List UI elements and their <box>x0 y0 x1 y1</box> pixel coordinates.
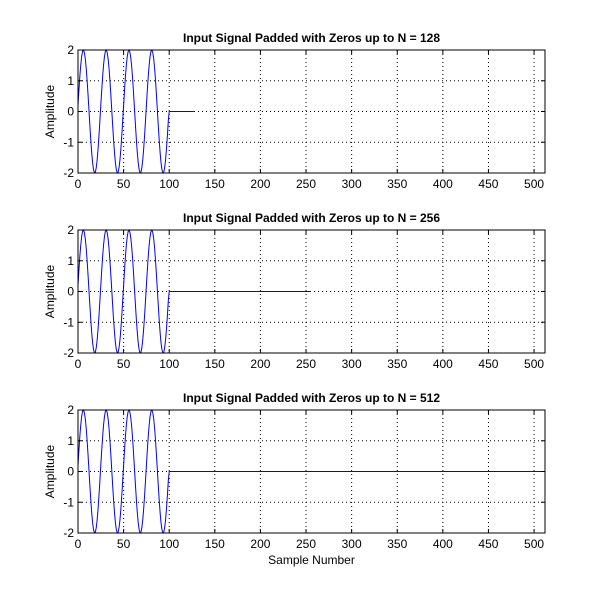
subplot-title: Input Signal Padded with Zeros up to N =… <box>183 391 440 405</box>
x-tick-label: 400 <box>433 537 453 551</box>
y-tick-label: -2 <box>63 166 74 180</box>
y-tick-label: 1 <box>67 434 74 448</box>
x-tick-label: 300 <box>342 177 362 191</box>
y-tick-label: 2 <box>67 403 74 417</box>
x-tick-label: 150 <box>205 357 225 371</box>
y-tick-label: 0 <box>67 465 74 479</box>
x-tick-label: 500 <box>524 537 544 551</box>
x-tick-label: 200 <box>250 537 270 551</box>
subplot-2: 0 50 100 150 200 250 300 350 400 450 500 -2 -1 0 1 2 Inp… <box>43 211 546 371</box>
x-tick-label: 100 <box>159 177 179 191</box>
y-tick-label: -1 <box>63 135 74 149</box>
x-tick-label: 250 <box>296 357 316 371</box>
x-tick-label: 0 <box>75 537 82 551</box>
x-tick-label: 450 <box>478 177 498 191</box>
y-tick-label: 0 <box>67 105 74 119</box>
x-tick-label: 400 <box>433 177 453 191</box>
x-tick-label: 250 <box>296 177 316 191</box>
x-tick-label: 250 <box>296 537 316 551</box>
x-tick-label: 150 <box>205 177 225 191</box>
plot-area <box>78 50 545 173</box>
y-tick-label: 2 <box>67 223 74 237</box>
y-tick-label: 0 <box>67 285 74 299</box>
x-tick-label: 450 <box>478 357 498 371</box>
x-tick-label: 0 <box>75 357 82 371</box>
y-tick-label: -1 <box>63 495 74 509</box>
x-tick-label: 150 <box>205 537 225 551</box>
y-tick-label: -2 <box>63 526 74 540</box>
signal-line <box>77 408 545 534</box>
x-tick-label: 200 <box>250 357 270 371</box>
plot-area <box>78 230 545 353</box>
x-tick-label: 100 <box>159 537 179 551</box>
x-tick-label: 50 <box>117 177 131 191</box>
x-tick-label: 0 <box>75 177 82 191</box>
x-tick-label: 100 <box>159 357 179 371</box>
x-tick-label: 350 <box>387 357 407 371</box>
x-tick-label: 350 <box>387 177 407 191</box>
x-tick-label: 350 <box>387 537 407 551</box>
x-tick-label: 500 <box>524 357 544 371</box>
subplot-1: 0 50 100 150 200 250 300 350 400 450 500 -2 -1 0 1 2 Inp… <box>43 31 546 191</box>
subplot-title: Input Signal Padded with Zeros up to N =… <box>183 211 440 225</box>
x-axis-label: Sample Number <box>268 553 355 567</box>
y-tick-label: 1 <box>67 254 74 268</box>
subplot-title: Input Signal Padded with Zeros up to N =… <box>183 31 440 45</box>
x-tick-label: 450 <box>478 537 498 551</box>
y-tick-label: 1 <box>67 74 74 88</box>
x-tick-label: 300 <box>342 537 362 551</box>
y-tick-label: -2 <box>63 346 74 360</box>
y-axis-label: Amplitude <box>43 85 57 139</box>
x-tick-label: 50 <box>117 537 131 551</box>
x-tick-label: 200 <box>250 177 270 191</box>
subplot-3: 0 50 100 150 200 250 300 350 400 450 500 -2 -1 0 1 2 Inp… <box>43 391 546 567</box>
signal-line <box>77 228 311 354</box>
x-tick-label: 500 <box>524 177 544 191</box>
x-tick-label: 400 <box>433 357 453 371</box>
x-tick-label: 50 <box>117 357 131 371</box>
signal-line <box>77 48 194 174</box>
y-tick-label: -1 <box>63 315 74 329</box>
y-tick-label: 2 <box>67 43 74 57</box>
x-tick-label: 300 <box>342 357 362 371</box>
y-axis-label: Amplitude <box>43 445 57 499</box>
y-axis-label: Amplitude <box>43 265 57 319</box>
